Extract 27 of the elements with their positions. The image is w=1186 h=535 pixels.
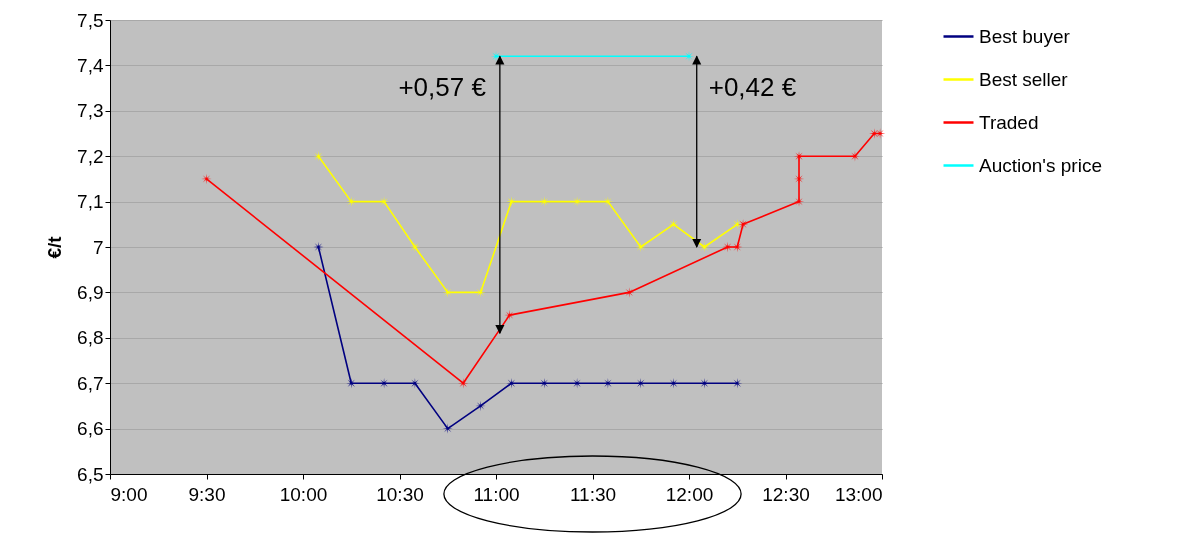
y-tick-label: 7,3	[77, 100, 104, 122]
y-tick-label: 7,4	[77, 54, 104, 76]
x-tick-label: 12:30	[762, 483, 810, 505]
x-tick-label: 10:00	[279, 483, 328, 505]
y-tick-label: 6,6	[77, 418, 104, 440]
y-tick-label: 6,5	[77, 463, 104, 485]
x-tick-label: 10:30	[376, 483, 424, 505]
x-tick-label: 11:00	[473, 483, 520, 505]
y-axis-title: €/t	[44, 235, 66, 259]
legend-label: Auction's price	[979, 154, 1102, 176]
y-tick-label: 7	[92, 236, 104, 258]
y-tick-label: 7,5	[77, 9, 104, 31]
annotation: +0,57 €	[398, 72, 487, 103]
x-tick-label: 12:00	[665, 483, 714, 505]
x-tick-label: 11:30	[569, 483, 617, 505]
annotation: +0,42 €	[708, 72, 797, 103]
legend-label: Best buyer	[979, 25, 1071, 47]
y-tick-label: 7,2	[77, 145, 104, 167]
x-tick-label: 13:00	[834, 483, 883, 505]
legend-label: Best seller	[979, 68, 1069, 90]
x-tick-label: 9:30	[188, 483, 226, 505]
y-tick-label: 7,1	[77, 191, 104, 213]
y-tick-label: 6,8	[77, 327, 104, 349]
y-tick-label: 6,7	[77, 372, 104, 394]
legend-label: Traded	[979, 111, 1039, 133]
x-tick-label: 9:00	[110, 483, 148, 505]
y-tick-label: 6,9	[77, 281, 104, 303]
